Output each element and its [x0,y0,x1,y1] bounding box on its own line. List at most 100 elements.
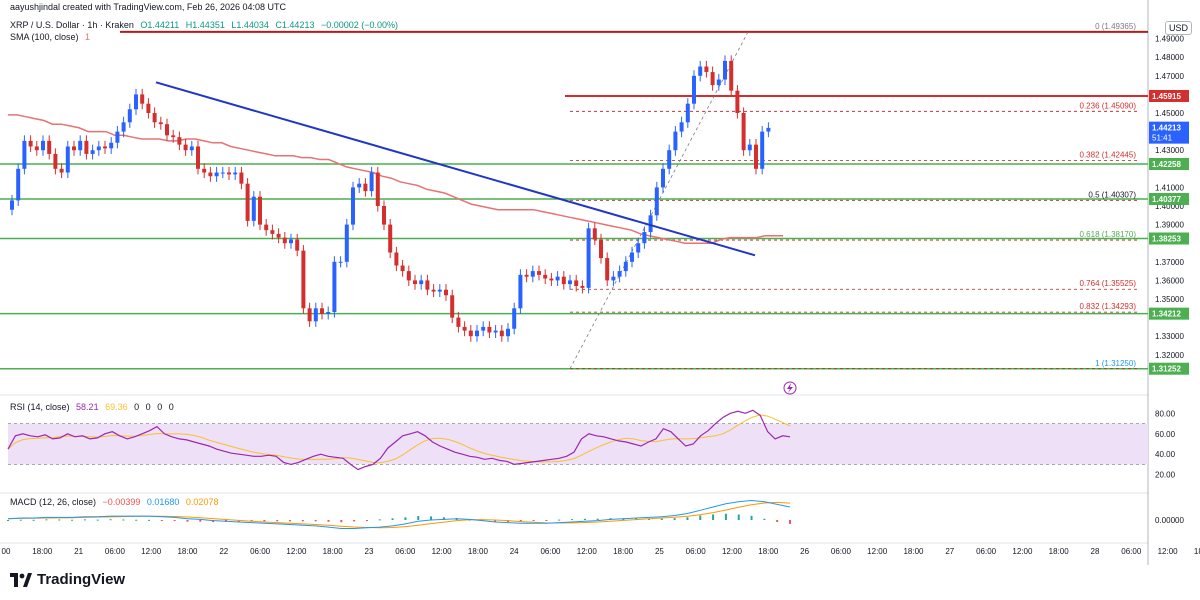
candle-body [630,252,634,262]
symbol-name[interactable]: XRP / U.S. Dollar · 1h · Kraken [10,20,134,30]
macd-histogram-bar [558,519,561,521]
candle-body [692,75,696,104]
time-tick: 12:00 [432,547,453,556]
macd-histogram-bar [686,517,689,520]
macd-signal-value: 0.02078 [185,497,219,507]
candle-body [636,243,641,253]
candle-body [729,60,734,91]
macd-tick: 0.00000 [1155,516,1184,525]
tradingview-logo: TradingView [10,571,125,588]
fib-label: 0.236 (1.45090) [1080,101,1137,110]
candle-body [735,90,740,113]
rsi-line [7,409,791,471]
time-tick: 18:00 [468,547,489,556]
macd-histogram-bar [263,520,266,522]
candle-body [326,312,331,314]
macd-histogram-bar [494,520,497,522]
time-tick: 06:00 [686,547,707,556]
candle-body [462,326,467,331]
candle-body [140,94,145,104]
candle-body [413,280,417,285]
macd-legend[interactable]: MACD (12, 26, close) −0.00399 0.01680 0.… [10,497,222,507]
candle-body [388,224,393,253]
candle-body [685,103,690,123]
rsi-legend[interactable]: RSI (14, close) 58.21 69.36 0 0 0 0 [10,402,178,412]
symbol-line: XRP / U.S. Dollar · 1h · Kraken O1.44211… [10,20,402,30]
macd-histogram-bar [442,517,445,520]
level-tag [1149,158,1189,171]
fib-label: 0.764 (1.35525) [1080,279,1137,288]
candle-body [617,271,622,277]
candle-body [307,308,312,322]
candle-body [127,109,132,123]
currency-button[interactable]: USD [1164,21,1192,35]
candle-body [741,113,746,151]
candle-body [189,146,194,151]
macd-histogram-bar [737,514,740,520]
candle-body [10,200,14,210]
candle-body [506,328,510,337]
candle-body [654,187,659,216]
candle-body [357,183,362,188]
price-tick: 1.36000 [1155,276,1184,285]
macd-histogram-bar [199,520,202,522]
time-tick: 06:00 [831,547,852,556]
rsi-extra-3: 0 [157,402,163,412]
candle-body [716,79,721,86]
ohlc-close: C1.44213 [275,20,315,30]
candle-body [679,122,684,132]
macd-histogram-bar [532,520,535,521]
candle-body [592,228,597,240]
candle-body [611,276,616,281]
time-tick: 06:00 [540,547,561,556]
sma-legend[interactable]: SMA (100, close) 1 [10,32,94,42]
macd-histogram-bar [340,520,343,523]
macd-histogram-bar [7,520,9,521]
rsi-ma-value: 69.36 [105,402,128,412]
ohlc-open: O1.44211 [140,20,180,30]
candle-body [22,140,27,169]
macd-hist-value: −0.00399 [102,497,141,507]
candle-body [103,146,107,149]
last-price-label: 1.44213 [1152,124,1181,133]
price-tick: 1.40000 [1155,202,1184,211]
candle-body [419,280,424,285]
macd-histogram-bar [699,515,702,520]
macd-histogram-bar [83,519,86,521]
candle-body [258,196,262,225]
candle-body [456,317,461,327]
time-tick: 12:00 [1158,547,1179,556]
candle-body [747,144,752,151]
candle-body [41,140,45,151]
time-tick: 18:00 [1049,547,1070,556]
candle-body [754,144,758,169]
fib-label: 0.618 (1.38170) [1080,230,1137,239]
candle-body [431,289,436,292]
candle-body [605,258,610,281]
macd-histogram-bar [660,518,663,520]
candle-body [47,140,52,154]
macd-histogram-bar [763,518,766,520]
candle-body [183,144,188,151]
macd-histogram-bar [276,520,279,522]
time-tick: 18:00 [903,547,924,556]
author-text: aayushjindal created with TradingView.co… [10,2,286,12]
macd-histogram-bar [173,520,176,521]
candle-body [115,131,120,143]
candle-body [351,187,355,225]
candle-body [704,66,709,73]
time-tick: 18:00 [323,547,344,556]
brand-text: TradingView [37,571,126,588]
candle-body [667,150,672,169]
sma-100-line [8,114,783,244]
candle-body [59,168,64,173]
macd-histogram-bar [289,520,292,522]
price-tick: 1.43000 [1155,146,1184,155]
candle-body [239,172,244,184]
candle-body [28,140,33,147]
time-tick: 12:00 [722,547,743,556]
level-tag [1149,307,1189,320]
candle-body [146,103,151,113]
time-tick: 27 [945,547,954,556]
